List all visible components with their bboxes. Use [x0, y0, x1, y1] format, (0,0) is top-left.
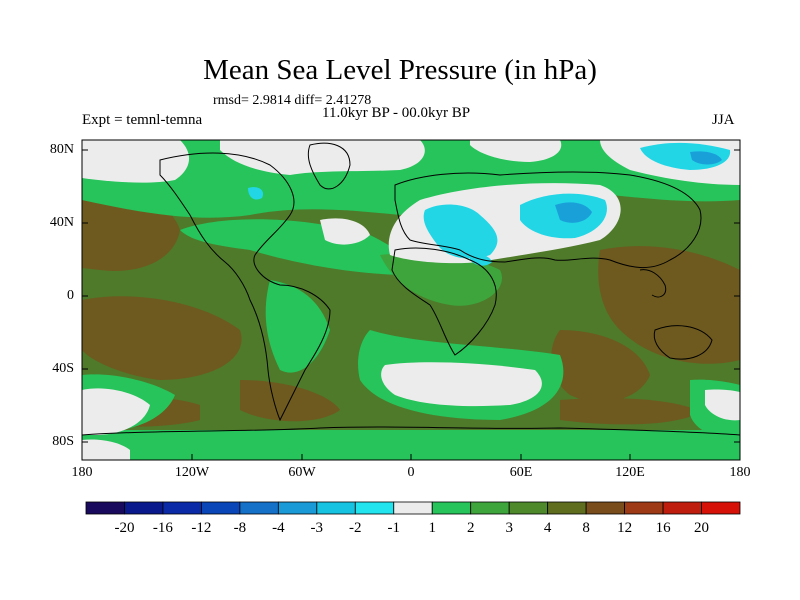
colorbar-swatch-16: [701, 501, 741, 515]
colorbar-swatch-12: [547, 501, 587, 515]
field-grey-atl: [320, 218, 370, 245]
coast-eurasia: [394, 171, 702, 269]
colorbar-swatch-0: [85, 501, 125, 515]
colorbar-swatch-8: [393, 501, 433, 515]
lat-label-40n: 40N: [49, 215, 74, 230]
colorbar: [85, 501, 741, 515]
field-grey-s-indian: [381, 362, 542, 407]
colorbar-swatch-14: [624, 501, 664, 515]
colorbar-label: -1: [387, 520, 401, 536]
coast-africa: [391, 247, 497, 356]
field-brown-spac: [82, 296, 242, 380]
coastlines: [82, 142, 740, 436]
field-midgreen-africa: [380, 253, 502, 306]
coast-greenland: [307, 142, 351, 190]
colorbar-swatch-11: [508, 501, 549, 515]
lat-label-80n: 80N: [49, 142, 74, 157]
field-green-antarctic: [82, 430, 740, 460]
lat-label-80s: 80S: [52, 434, 74, 449]
colorbar-label: -16: [152, 520, 173, 536]
lon-label-180w: 180: [71, 465, 93, 480]
lon-label-120e: 120E: [615, 465, 645, 480]
field-blue-asia: [555, 202, 592, 223]
colorbar-label: -20: [114, 520, 135, 536]
colorbar-label: 1: [428, 520, 436, 536]
field-grey-arctic-east: [470, 140, 562, 162]
colorbar-label: 2: [466, 520, 475, 536]
colorbar-swatch-2: [162, 501, 202, 515]
colorbar-swatch-4: [239, 501, 279, 515]
colorbar-swatch-7: [354, 501, 395, 515]
colorbar-label: 3: [505, 520, 513, 536]
field-cyan-hudson: [248, 187, 264, 200]
colorbar-label: 12: [617, 520, 633, 536]
field-grey-nw: [82, 140, 190, 183]
colorbar-label: 16: [655, 520, 671, 536]
colorbar-swatch-1: [124, 501, 164, 515]
coast-americas: [159, 152, 331, 422]
coast-australia: [653, 325, 713, 360]
colorbar-swatch-6: [316, 501, 356, 515]
lon-label-60e: 60E: [509, 465, 533, 480]
stats-label: rmsd= 2.9814 diff= 2.41278: [213, 93, 372, 108]
field-brown-s-ocean-east: [560, 398, 700, 425]
field-brown-wpac: [598, 246, 740, 364]
pressure-field: [82, 140, 740, 460]
timeline-label: 11.0kyr BP - 00.0kyr BP: [322, 105, 471, 121]
lon-label-0: 0: [407, 465, 415, 480]
field-blue-ne: [690, 151, 722, 165]
colorbar-label: -12: [191, 520, 212, 536]
colorbar-label: -4: [272, 520, 285, 536]
colorbar-label: -8: [233, 520, 247, 536]
lon-label-60w: 60W: [288, 465, 316, 480]
colorbar-swatch-15: [662, 501, 702, 515]
colorbar-swatch-9: [431, 501, 472, 515]
colorbar-swatch-5: [277, 501, 318, 515]
coast-antarctica: [82, 426, 740, 436]
colorbar-swatch-10: [470, 501, 510, 515]
colorbar-label: 20: [694, 520, 709, 536]
colorbar-swatch-3: [201, 501, 241, 515]
lat-label-0: 0: [67, 288, 74, 303]
colorbar-label: -2: [349, 520, 362, 536]
field-brown-indian: [551, 330, 650, 403]
field-grey-sw: [82, 388, 150, 435]
colorbar-label: 8: [582, 520, 590, 536]
coast-indonesia: [639, 269, 667, 298]
field-cyan-europe: [423, 204, 498, 259]
colorbar-swatch-13: [585, 501, 625, 515]
page-title: Mean Sea Level Pressure (in hPa): [203, 54, 597, 86]
field-green-s-america: [265, 280, 330, 373]
lon-label-120w: 120W: [174, 465, 210, 480]
lon-label-180e: 180: [729, 465, 751, 480]
lat-label-40s: 40S: [52, 361, 74, 376]
colorbar-label: -3: [310, 520, 324, 536]
field-grey-antarctic: [82, 439, 130, 460]
colorbar-label: 4: [543, 520, 552, 536]
experiment-label: Expt = temnl-temna: [82, 112, 203, 128]
season-label: JJA: [712, 112, 735, 128]
field-grey-se: [705, 389, 740, 421]
axis-ticks: [82, 149, 740, 460]
